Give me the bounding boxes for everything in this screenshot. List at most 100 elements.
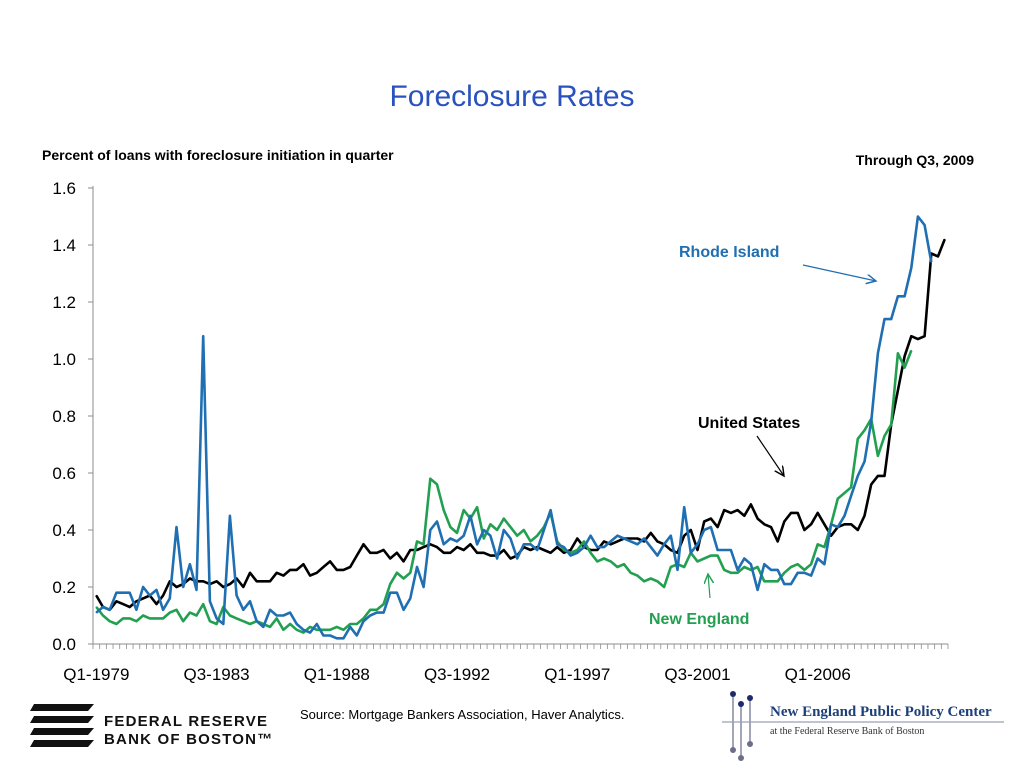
data-point-rhode-island bbox=[717, 549, 719, 551]
data-point-rhode-island bbox=[570, 555, 572, 557]
data-point-rhode-island bbox=[803, 572, 806, 574]
federal-reserve-logo bbox=[30, 704, 94, 747]
data-point-new-england bbox=[436, 483, 438, 485]
data-point-rhode-island bbox=[135, 609, 137, 611]
data-point-new-england bbox=[523, 529, 525, 531]
data-point-new-england bbox=[316, 629, 318, 631]
data-point-rhode-island bbox=[757, 589, 759, 591]
chart-axes: 0.0 0.2 0.4 0.6 0.8 1.0 1.2 1.4 1.6 Q1-1979 Q3-198… bbox=[52, 179, 949, 684]
data-point-united-states bbox=[757, 518, 759, 520]
data-point-rhode-island bbox=[897, 295, 899, 297]
data-point-new-england bbox=[336, 626, 338, 628]
nepp-logo bbox=[722, 691, 1004, 761]
data-point-rhode-island bbox=[536, 549, 538, 551]
series-line-new-england bbox=[95, 350, 913, 634]
data-point-united-states bbox=[423, 546, 425, 548]
data-point-rhode-island bbox=[883, 318, 886, 320]
data-point-new-england bbox=[897, 352, 899, 354]
data-point-united-states bbox=[122, 603, 124, 605]
data-point-united-states bbox=[630, 537, 632, 540]
data-point-rhode-island bbox=[322, 634, 324, 637]
data-point-new-england bbox=[276, 617, 278, 620]
data-point-rhode-island bbox=[236, 594, 238, 597]
annotation-new-england-arrow bbox=[708, 574, 710, 599]
data-point-new-england bbox=[376, 609, 378, 611]
data-point-rhode-island bbox=[710, 526, 712, 528]
y-tick-label: 0.4 bbox=[52, 521, 76, 540]
data-point-new-england bbox=[282, 629, 284, 631]
data-point-rhode-island bbox=[476, 543, 478, 545]
data-point-united-states bbox=[189, 577, 191, 580]
data-point-new-england bbox=[416, 540, 418, 543]
data-point-united-states bbox=[296, 569, 298, 571]
data-point-united-states bbox=[937, 255, 939, 257]
data-point-rhode-island bbox=[316, 623, 318, 625]
data-point-rhode-island bbox=[910, 267, 912, 269]
data-point-rhode-island bbox=[256, 620, 258, 622]
data-point-rhode-island bbox=[523, 543, 525, 545]
through-date-label: Through Q3, 2009 bbox=[855, 152, 974, 168]
data-point-rhode-island bbox=[436, 520, 438, 523]
data-point-united-states bbox=[269, 580, 271, 582]
data-point-new-england bbox=[536, 535, 538, 537]
data-point-rhode-island bbox=[216, 617, 218, 620]
data-point-rhode-island bbox=[830, 523, 832, 525]
data-point-united-states bbox=[797, 512, 799, 514]
data-point-united-states bbox=[349, 566, 351, 568]
data-point-new-england bbox=[910, 349, 912, 352]
data-point-new-england bbox=[850, 486, 852, 488]
data-point-rhode-island bbox=[189, 563, 191, 565]
data-point-united-states bbox=[249, 572, 251, 574]
data-point-rhode-island bbox=[483, 529, 485, 531]
data-point-united-states bbox=[489, 555, 491, 557]
data-point-rhode-island bbox=[616, 535, 619, 537]
data-point-new-england bbox=[650, 577, 652, 580]
data-point-new-england bbox=[109, 620, 111, 622]
data-point-new-england bbox=[489, 523, 491, 525]
data-point-united-states bbox=[142, 597, 144, 600]
data-point-united-states bbox=[843, 523, 846, 525]
data-point-united-states bbox=[616, 540, 619, 543]
data-point-new-england bbox=[630, 572, 632, 574]
data-point-united-states bbox=[570, 549, 572, 551]
data-point-rhode-island bbox=[650, 546, 652, 548]
data-point-new-england bbox=[616, 566, 619, 568]
data-point-new-england bbox=[529, 540, 532, 543]
data-point-united-states bbox=[683, 535, 685, 537]
data-point-rhode-island bbox=[209, 600, 211, 602]
data-point-new-england bbox=[730, 572, 732, 574]
data-point-new-england bbox=[449, 526, 451, 528]
data-point-new-england bbox=[242, 620, 244, 622]
data-point-united-states bbox=[256, 580, 258, 582]
frb-line-2: BANK OF BOSTON™ bbox=[104, 731, 274, 748]
data-point-new-england bbox=[162, 617, 164, 620]
data-point-rhode-island bbox=[890, 318, 892, 320]
data-point-rhode-island bbox=[696, 543, 699, 545]
x-tick-label: Q3-2001 bbox=[664, 665, 730, 684]
data-point-new-england bbox=[195, 614, 198, 617]
chart-title: Foreclosure Rates bbox=[389, 80, 635, 113]
data-point-new-england bbox=[797, 563, 799, 565]
data-point-new-england bbox=[737, 572, 739, 574]
data-point-united-states bbox=[723, 509, 725, 511]
data-point-new-england bbox=[790, 566, 792, 568]
data-point-new-england bbox=[383, 603, 385, 605]
data-point-rhode-island bbox=[115, 592, 117, 594]
data-point-rhode-island bbox=[429, 529, 431, 531]
data-point-rhode-island bbox=[690, 552, 692, 554]
data-point-rhode-island bbox=[496, 557, 498, 560]
data-point-united-states bbox=[556, 546, 558, 548]
data-point-new-england bbox=[823, 546, 826, 548]
data-point-new-england bbox=[770, 580, 772, 582]
data-point-new-england bbox=[843, 492, 846, 494]
data-point-rhode-island bbox=[516, 557, 518, 560]
data-point-rhode-island bbox=[342, 637, 345, 639]
data-point-new-england bbox=[656, 580, 659, 582]
data-point-united-states bbox=[409, 549, 411, 551]
data-point-rhode-island bbox=[449, 537, 451, 540]
data-point-new-england bbox=[362, 617, 365, 620]
data-point-rhode-island bbox=[175, 526, 178, 528]
data-point-united-states bbox=[449, 552, 451, 554]
source-note: Source: Mortgage Bankers Association, Ha… bbox=[300, 707, 625, 722]
